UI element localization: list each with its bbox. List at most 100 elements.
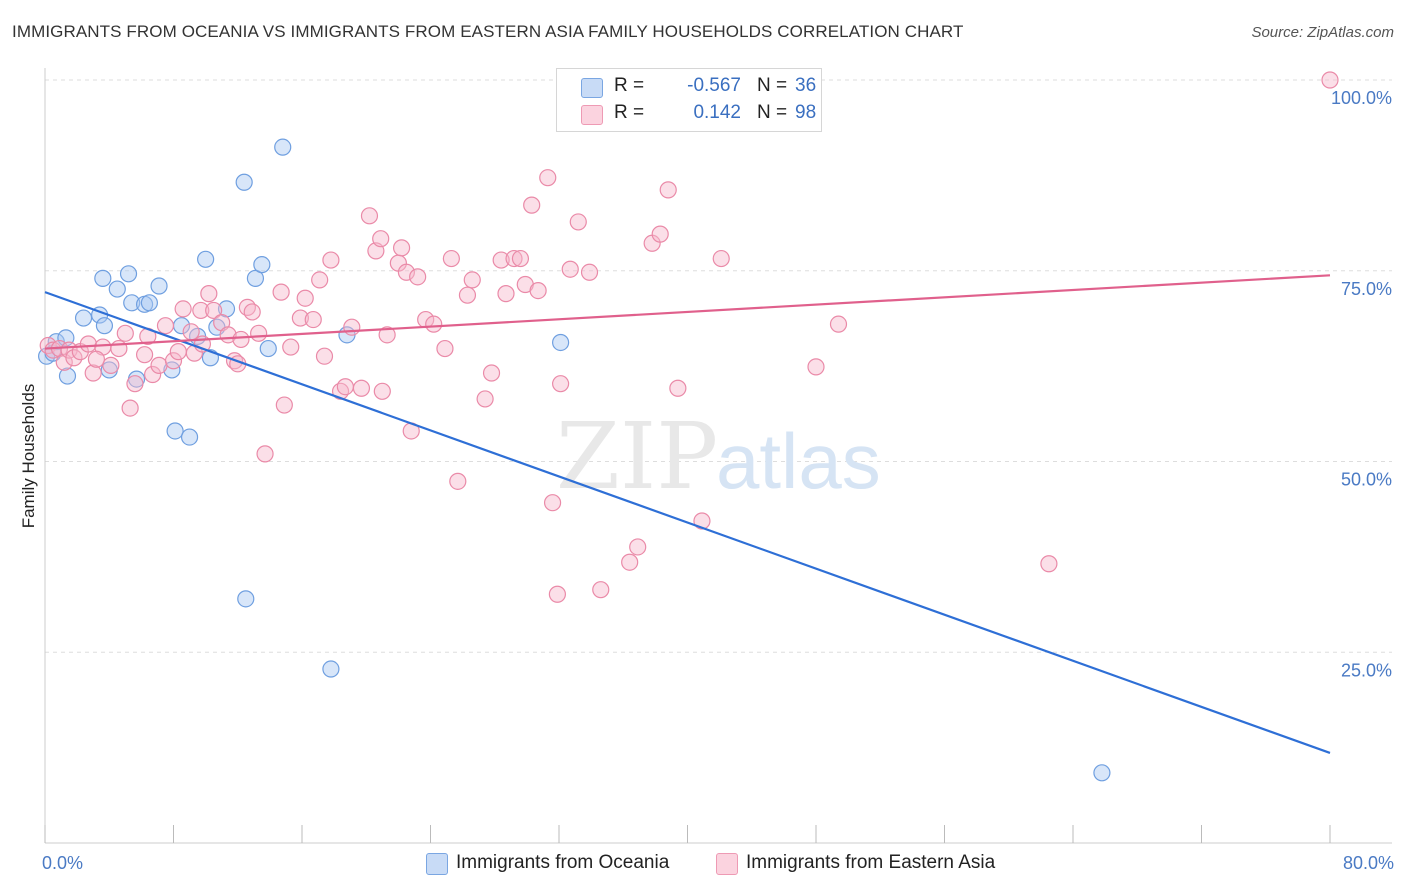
point-eastern-asia: [372, 230, 390, 248]
point-eastern-asia: [552, 375, 570, 393]
point-eastern-asia: [548, 585, 566, 603]
point-eastern-asia: [102, 356, 120, 374]
source-label: Source: ZipAtlas.com: [1251, 24, 1394, 41]
point-eastern-asia: [497, 285, 515, 303]
legend-r-value: 0.142: [693, 102, 741, 123]
point-eastern-asia: [65, 349, 83, 367]
point-oceania: [108, 280, 126, 298]
legend-n-value: 36: [795, 75, 817, 96]
point-eastern-asia: [1040, 555, 1058, 573]
point-eastern-asia: [331, 382, 350, 400]
point-oceania: [166, 422, 184, 440]
y-tick-label: 25.0%: [1341, 660, 1392, 680]
point-eastern-asia: [156, 317, 175, 335]
axes: [44, 68, 1392, 844]
point-eastern-asia: [322, 251, 340, 269]
trend-lines: [44, 274, 1331, 755]
point-eastern-asia: [243, 303, 261, 321]
point-oceania: [235, 173, 253, 191]
watermark-zip: ZIP: [556, 403, 718, 510]
legend-row-eastern-asia: R = 0.142 N = 98: [581, 102, 816, 128]
point-eastern-asia: [436, 339, 454, 358]
point-eastern-asia: [150, 356, 168, 374]
point-oceania: [74, 309, 93, 327]
point-eastern-asia: [144, 365, 162, 384]
point-eastern-asia: [232, 330, 250, 349]
legend-r-value: -0.567: [687, 75, 741, 96]
y-axis-label: Family Households: [19, 384, 38, 529]
point-oceania: [253, 256, 271, 274]
point-eastern-asia: [200, 285, 218, 303]
point-eastern-asia: [79, 335, 97, 353]
trend-line-eastern-asia: [44, 274, 1331, 350]
point-eastern-asia: [425, 315, 443, 333]
point-oceania: [552, 333, 570, 352]
point-oceania: [150, 277, 168, 295]
point-eastern-asia: [275, 396, 293, 414]
point-eastern-asia: [712, 249, 730, 268]
point-oceania: [237, 590, 255, 608]
point-eastern-asia: [449, 472, 467, 490]
point-eastern-asia: [621, 553, 639, 571]
watermark-atlas: atlas: [716, 417, 881, 505]
correlation-legend: R = -0.567 N = 36 R = 0.142 N = 98: [556, 68, 822, 132]
point-eastern-asia: [829, 315, 848, 333]
bottom-legend-swatch-eastern-asia: [716, 853, 738, 875]
x-tick-label: 80.0%: [1343, 853, 1394, 873]
point-eastern-asia: [296, 289, 314, 307]
point-eastern-asia: [523, 196, 541, 214]
point-eastern-asia: [659, 181, 677, 199]
point-oceania: [1093, 764, 1111, 782]
point-eastern-asia: [539, 169, 557, 187]
point-eastern-asia: [39, 336, 57, 355]
point-eastern-asia: [336, 378, 354, 396]
legend-n-value: 98: [795, 102, 817, 123]
point-oceania: [58, 367, 77, 385]
point-eastern-asia: [291, 309, 309, 327]
point-eastern-asia: [505, 249, 523, 268]
legend-row-oceania: R = -0.567 N = 36: [581, 75, 816, 101]
tick-labels: 25.0% 50.0% 75.0% 100.0% 0.0% 80.0% Family Hou…: [19, 88, 1394, 873]
point-eastern-asia: [409, 268, 427, 286]
point-eastern-asia: [458, 286, 477, 304]
point-oceania: [274, 138, 292, 156]
x-tick-label: 0.0%: [42, 853, 83, 873]
point-eastern-asia: [669, 379, 687, 397]
y-tick-label: 75.0%: [1341, 279, 1392, 299]
legend-r-label: R =: [614, 102, 645, 123]
point-eastern-asia: [693, 512, 711, 530]
legend-n-label: N =: [757, 75, 788, 96]
point-eastern-asia: [205, 301, 223, 320]
point-eastern-asia: [651, 225, 669, 243]
point-eastern-asia: [304, 310, 322, 329]
point-eastern-asia: [397, 263, 416, 281]
point-eastern-asia: [121, 399, 139, 417]
point-eastern-asia: [373, 382, 391, 400]
point-eastern-asia: [126, 375, 144, 393]
chart-title: IMMIGRANTS FROM OCEANIA VS IMMIGRANTS FR…: [12, 22, 964, 41]
legend-swatch-oceania: [581, 78, 603, 98]
point-eastern-asia: [492, 251, 510, 269]
point-eastern-asia: [311, 271, 329, 289]
legend-swatch-eastern-asia: [581, 105, 603, 125]
point-eastern-asia: [343, 318, 361, 336]
point-oceania: [197, 250, 215, 268]
point-eastern-asia: [272, 283, 290, 301]
point-eastern-asia: [442, 249, 460, 268]
point-oceania: [94, 269, 112, 287]
point-oceania: [180, 428, 199, 446]
point-eastern-asia: [250, 324, 268, 342]
point-eastern-asia: [84, 364, 102, 382]
point-eastern-asia: [169, 343, 187, 361]
point-oceania: [322, 660, 340, 678]
point-oceania: [119, 265, 138, 283]
point-eastern-asia: [135, 346, 154, 364]
grid-lines: [45, 79, 1392, 653]
point-eastern-asia: [392, 239, 411, 257]
point-eastern-asia: [482, 364, 501, 382]
point-oceania: [246, 269, 265, 287]
point-eastern-asia: [315, 347, 334, 365]
point-eastern-asia: [360, 207, 379, 225]
bottom-legend-label-eastern-asia: Immigrants from Eastern Asia: [746, 852, 996, 873]
point-eastern-asia: [561, 260, 579, 278]
